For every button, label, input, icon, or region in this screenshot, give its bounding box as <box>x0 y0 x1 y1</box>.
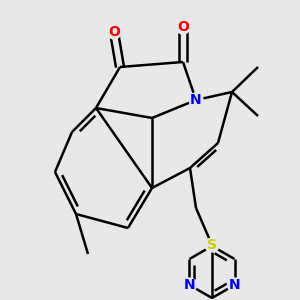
Circle shape <box>182 278 197 292</box>
Circle shape <box>107 25 121 39</box>
Text: N: N <box>229 278 240 292</box>
Text: O: O <box>177 20 189 34</box>
Circle shape <box>205 238 219 252</box>
Circle shape <box>176 20 190 34</box>
Text: S: S <box>207 238 217 252</box>
Text: N: N <box>190 93 202 107</box>
Text: N: N <box>184 278 195 292</box>
Text: O: O <box>108 25 120 39</box>
Circle shape <box>189 93 203 107</box>
Circle shape <box>227 278 242 292</box>
